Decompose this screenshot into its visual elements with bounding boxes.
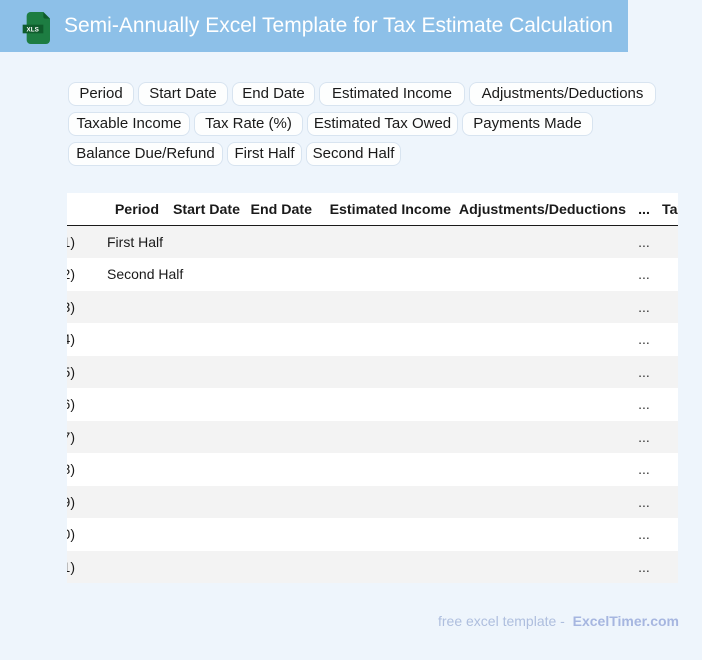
svg-text:XLS: XLS (27, 26, 39, 33)
